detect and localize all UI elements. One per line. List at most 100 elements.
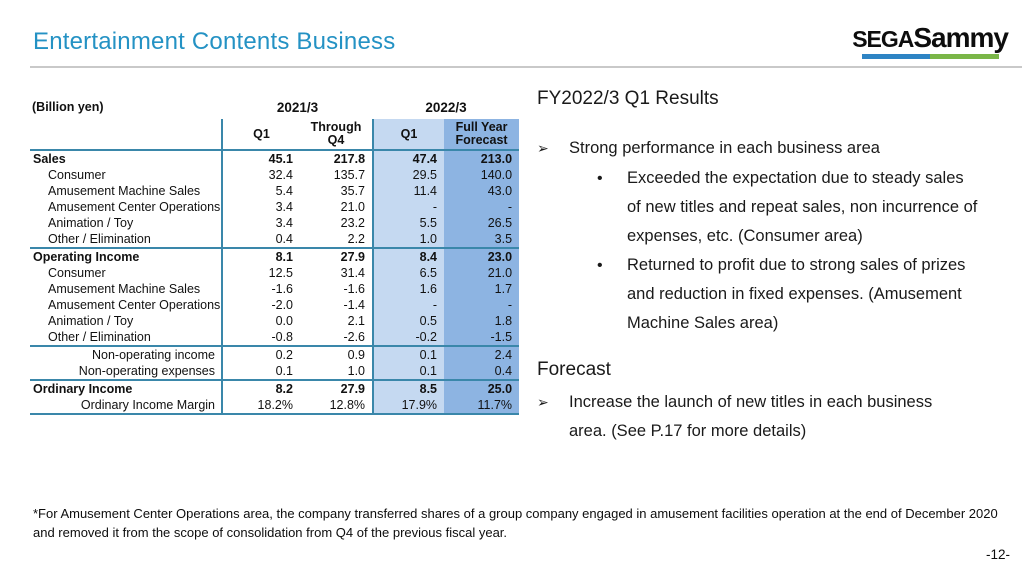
table-cell: 3.4 [221,215,300,231]
table-cell: 21.0 [340,200,366,214]
segasammy-logo-text: SEGASammy [852,24,1009,52]
year-2021-header: 2021/3 [276,99,319,115]
commentary-panel: FY2022/3 Q1 Results ➢ Strong performance… [537,88,1017,446]
table-cell: 8.2 [221,379,300,397]
table-cell: 12.8% [300,397,374,415]
table-cell: 3.5 [444,231,520,248]
table-cell: 0.0 [221,313,300,329]
table-cell: 0.1 [372,363,445,380]
table-cell: 1.0 [347,364,366,378]
table-cell: - [444,297,520,313]
header-divider [30,66,1022,68]
table-cell: 0.4 [444,363,520,380]
logo-sega-text: SEGA [852,26,914,52]
table-cell: 23.0 [444,247,520,265]
table-row: Non-operating expenses 0.1 1.0 0.1 0.4 [30,363,520,380]
row-label: Amusement Center Operations [48,200,221,214]
table-row: Non-operating income 0.2 0.9 0.1 2.4 [30,345,520,363]
table-cell: 1.8 [444,313,520,329]
table-cell: -0.2 [372,329,445,346]
table-row: Consumer 32.4 135.7 29.5 140.0 [30,167,520,183]
table-cell: -2.6 [343,330,366,344]
table-cell: 27.9 [300,247,374,265]
table-cell: 25.0 [444,379,520,397]
page-title: Entertainment Contents Business [33,28,396,55]
table-cell: 2.1 [347,314,366,328]
row-label: Ordinary Income [30,379,222,397]
dot-bullet-icon: • [597,257,603,274]
row-label: Ordinary Income Margin [30,397,222,415]
row-label: Other / Elimination [48,330,151,344]
table-cell: 18.2% [221,397,300,415]
table-cell: 8.4 [372,247,445,265]
results-point-text: Strong performance in each business area [569,139,880,157]
table-cell: 140.0 [444,167,520,183]
table-row: Amusement Machine Sales -1.6 -1.6 1.6 1.7 [30,281,520,297]
table-row: Sales 45.1 217.8 47.4 213.0 [30,150,520,167]
table-cell: 0.1 [221,363,300,380]
table-cell: 23.2 [340,216,366,230]
table-cell: -1.6 [221,281,300,297]
logo-underline-bar [861,54,999,59]
forecast-point-text: Increase the launch of new titles in eac… [569,393,933,440]
row-label: Amusement Machine Sales [48,184,201,198]
table-cell: 17.9% [372,397,445,415]
row-label: Amusement Center Operations [48,298,221,312]
footnote: *For Amusement Center Operations area, t… [33,506,998,540]
year-2022-header: 2022/3 [425,99,467,115]
bullet-text: Returned to profit due to strong sales o… [627,256,966,332]
table-cell: -0.8 [221,329,300,346]
bullet-text: Exceeded the expectation due to steady s… [627,169,978,245]
table-cell: 6.5 [372,265,445,281]
row-label: Non-operating expenses [78,364,215,378]
page-number: -12- [985,547,1010,562]
table-row: Other / Elimination 0.4 2.2 1.0 3.5 [30,231,520,248]
logo-bar-green [930,54,999,59]
table-cell: 35.7 [340,184,366,198]
table-cell: 11.4 [372,183,445,199]
column-header-row: Q1 Through Q4 Q1 Full Year Forecast [30,119,520,151]
table-cell: 11.7% [444,397,520,415]
arrow-bullet-icon: ➢ [537,394,549,410]
table-cell: -1.5 [444,329,520,346]
table-cell: 3.4 [221,199,300,215]
table-cell: -1.6 [343,282,366,296]
bullet-item: • Returned to profit due to strong sales… [597,251,1017,338]
table-row: Amusement Center Operations 3.4 21.0- - [30,199,520,215]
table-cell: 5.4 [221,183,300,199]
table-cell: 0.5 [372,313,445,329]
financial-table-container: (Billion yen) 2021/3 2022/3 Q1 Through Q… [30,95,520,415]
table-cell: - [444,199,520,215]
table-cell: -2.0 [221,297,300,313]
table-cell: 8.1 [221,247,300,265]
table-cell: - [372,199,445,215]
table-row: Ordinary Income 8.2 27.9 8.5 25.0 [30,379,520,397]
financial-table: (Billion yen) 2021/3 2022/3 Q1 Through Q… [30,95,520,415]
table-cell: 27.9 [300,379,374,397]
table-cell: 45.1 [221,150,300,167]
arrow-bullet-icon: ➢ [537,140,549,156]
table-cell: 213.0 [444,150,520,167]
forecast-point: ➢ Increase the launch of new titles in e… [537,388,1017,446]
logo-bar-blue [861,54,931,59]
table-cell: 0.1 [372,345,445,363]
col-header-through-q4: Through Q4 [300,119,374,151]
table-row: Ordinary Income Margin 18.2% 12.8% 17.9% 11.… [30,397,520,415]
table-cell: 8.5 [372,379,445,397]
segasammy-logo: SEGASammy [852,24,1009,59]
results-point: ➢ Strong performance in each business ar… [537,134,1017,163]
table-cell: 43.0 [444,183,520,199]
table-cell: 2.2 [347,232,366,246]
table-cell: 135.7 [333,168,366,182]
row-label: Consumer [48,168,106,182]
forecast-heading: Forecast [537,359,611,380]
table-cell: 1.6 [372,281,445,297]
table-row: Amusement Machine Sales 5.4 35.7 11.4 43.0 [30,183,520,199]
row-label: Sales [33,152,66,166]
table-cell: 217.8 [333,152,366,166]
bullet-item: • Exceeded the expectation due to steady… [597,164,1017,251]
row-label: Other / Elimination [48,232,151,246]
col-header-full-year-forecast: Full Year Forecast [444,119,520,151]
results-heading: FY2022/3 Q1 Results [537,88,719,109]
table-row: Operating Income 8.1 27.9 8.4 23.0 [30,247,520,265]
